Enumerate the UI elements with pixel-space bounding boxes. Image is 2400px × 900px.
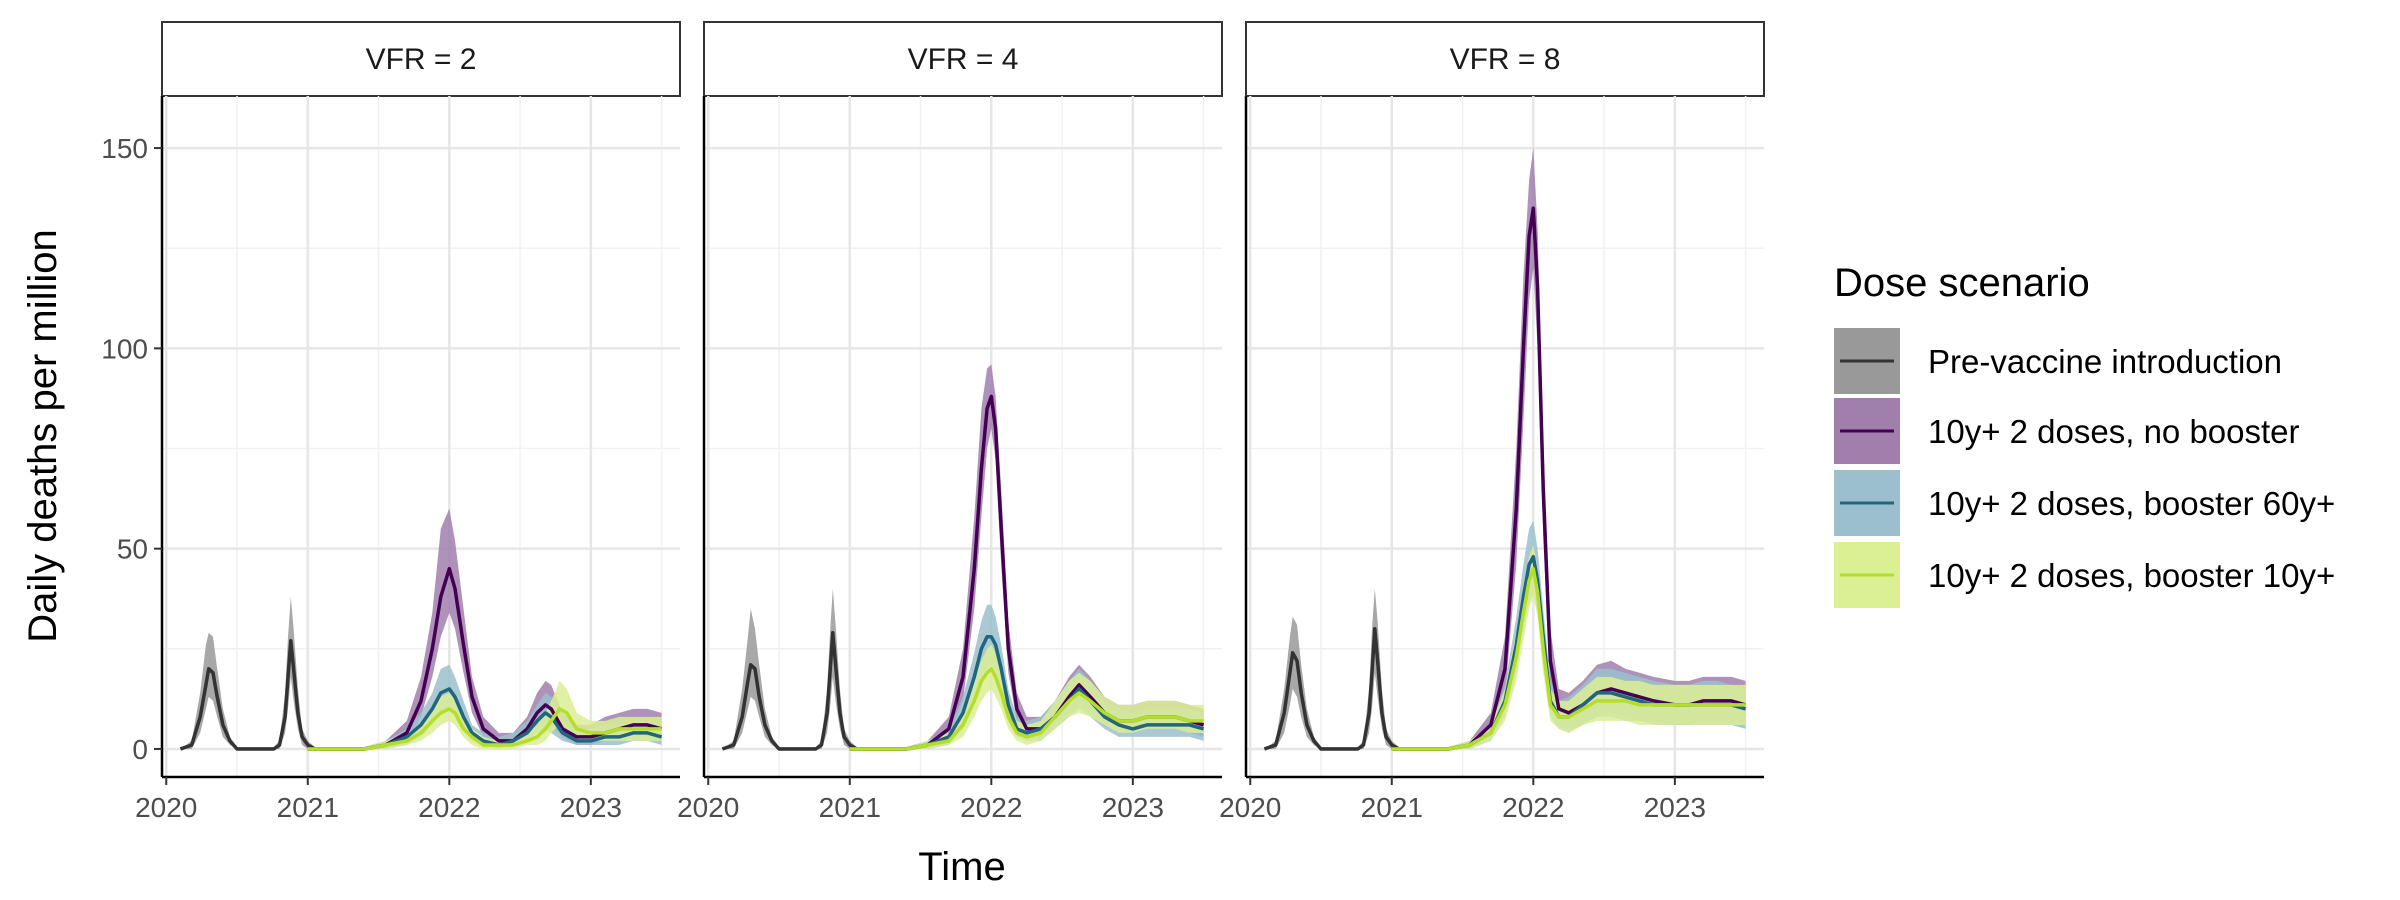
panel-3: VFR = 8 2020 2021 2022 2023	[1219, 21, 1765, 823]
y-tick-label: 50	[117, 534, 148, 565]
x-tick-label: 2021	[277, 792, 339, 823]
x-axis-title: Time	[918, 845, 1005, 889]
x-tick-label: 2023	[560, 792, 622, 823]
ribbon-b10	[307, 680, 662, 749]
strip-label: VFR = 8	[1450, 43, 1561, 76]
legend-title: Dose scenario	[1834, 261, 2090, 305]
strip-label: VFR = 2	[366, 43, 477, 76]
series-line-pre	[1263, 627, 1400, 751]
series-line-b10	[1391, 566, 1746, 751]
x-tick-label: 2021	[819, 792, 881, 823]
y-axis-title: Daily deaths per million	[21, 229, 65, 643]
ribbon-b10	[1391, 544, 1746, 749]
legend-label-no-booster: 10y+ 2 doses, no booster	[1928, 413, 2300, 450]
series-line-pre	[179, 639, 316, 751]
y-tick-label: 150	[101, 133, 148, 164]
strip-box	[1245, 21, 1765, 97]
legend-entry-pre-vaccine: Pre-vaccine introduction	[1834, 328, 2282, 394]
legend-label-booster-10: 10y+ 2 doses, booster 10y+	[1928, 557, 2335, 594]
series-line-b10	[307, 707, 662, 751]
x-tick-label: 2023	[1644, 792, 1706, 823]
panels: VFR = 2 2020 2021 2022 2023 0 50 100 150 VFR = 4 2…	[101, 21, 1765, 823]
x-tick-label: 2022	[418, 792, 480, 823]
strip-label: VFR = 4	[908, 43, 1019, 76]
legend-entry-booster-60: 10y+ 2 doses, booster 60y+	[1834, 470, 2335, 536]
panel-1: VFR = 2 2020 2021 2022 2023 0 50 100 150	[101, 21, 681, 823]
legend-entry-no-booster: 10y+ 2 doses, no booster	[1834, 398, 2300, 464]
y-tick-label: 0	[132, 734, 148, 765]
x-tick-label: 2020	[1219, 792, 1281, 823]
strip-box	[703, 21, 1223, 97]
x-tick-label: 2022	[1502, 792, 1564, 823]
strip-box	[161, 21, 681, 97]
series-line-pre	[721, 631, 858, 751]
panel-2: VFR = 4 2020 2021 2022 2023	[677, 21, 1223, 823]
y-tick-label: 100	[101, 333, 148, 364]
legend-entry-booster-10: 10y+ 2 doses, booster 10y+	[1834, 542, 2335, 608]
series-line-b10	[849, 667, 1204, 751]
x-tick-label: 2021	[1361, 792, 1423, 823]
legend-label-booster-60: 10y+ 2 doses, booster 60y+	[1928, 485, 2335, 522]
x-tick-label: 2022	[960, 792, 1022, 823]
series-line-b60	[849, 635, 1205, 751]
series-line-b60	[307, 687, 663, 751]
x-tick-label: 2020	[135, 792, 197, 823]
x-tick-label: 2020	[677, 792, 739, 823]
legend-label-pre-vaccine: Pre-vaccine introduction	[1928, 343, 2282, 380]
legend: Dose scenario Pre-vaccine introduction 1…	[1834, 261, 2335, 608]
x-tick-label: 2023	[1102, 792, 1164, 823]
